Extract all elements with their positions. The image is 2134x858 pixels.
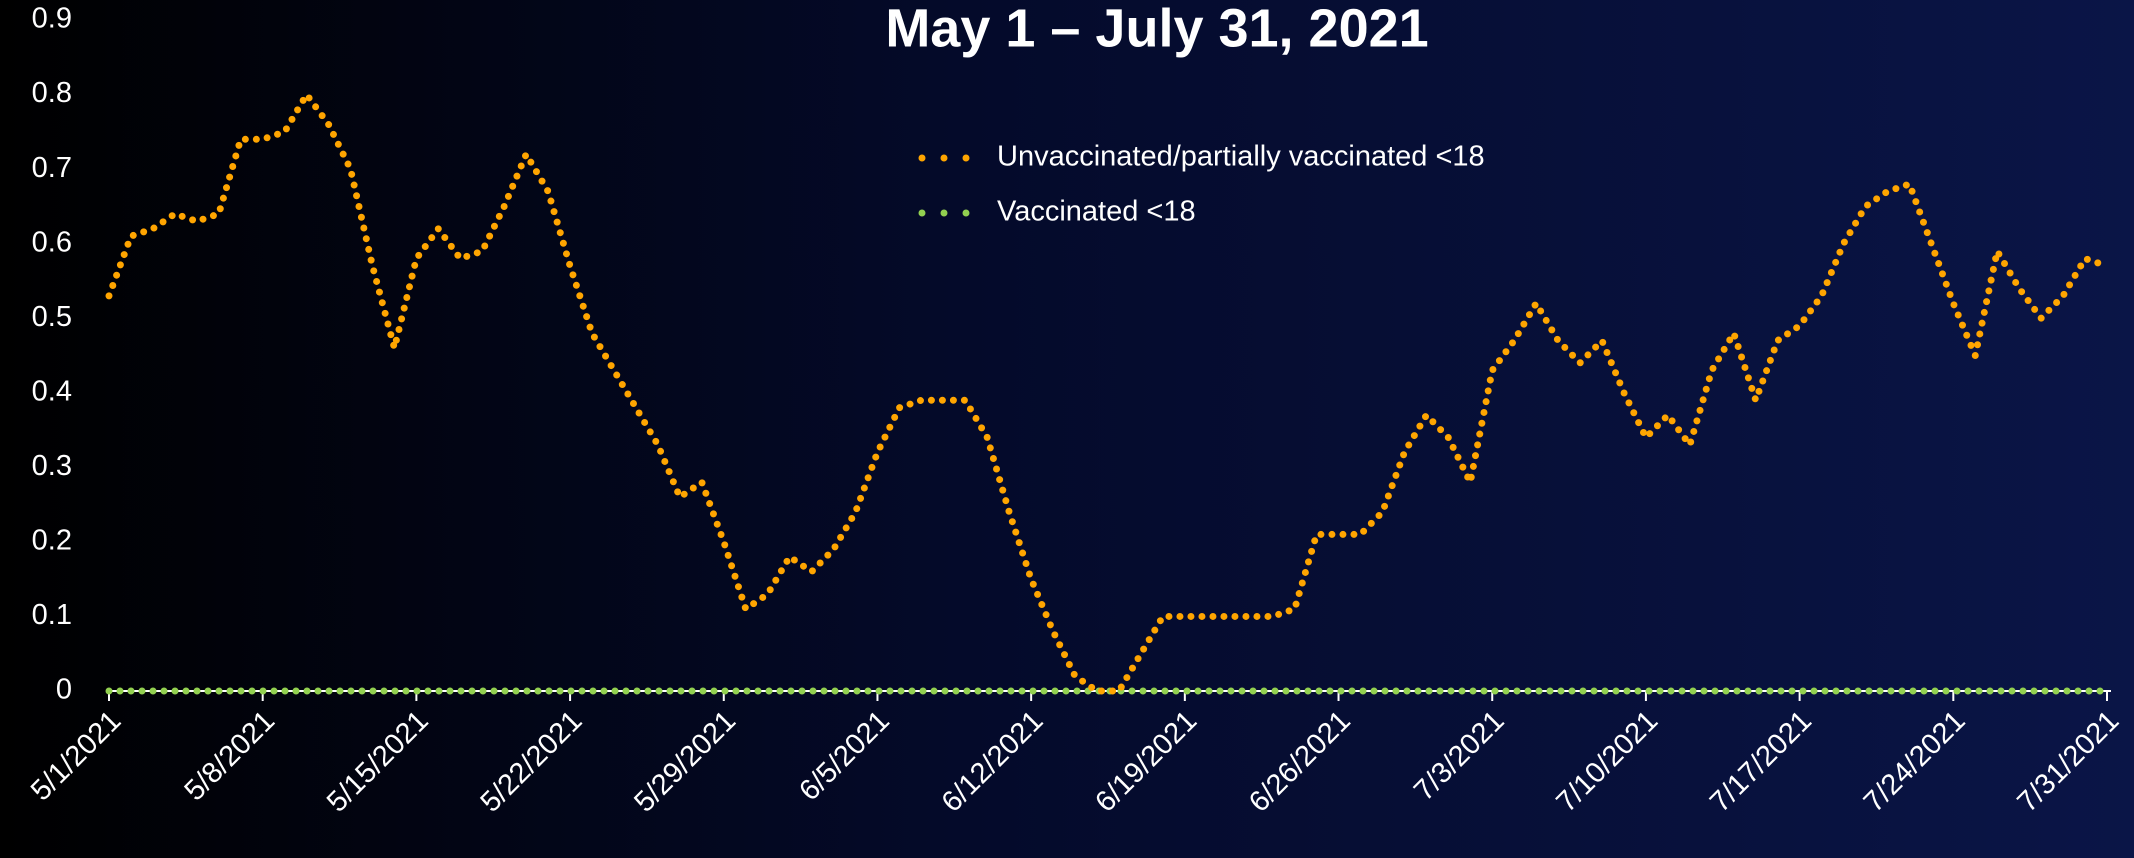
y-tick-label: 0.5 xyxy=(32,301,72,333)
y-tick-label: 0.3 xyxy=(32,450,72,482)
y-tick-label: 0.1 xyxy=(32,599,72,631)
x-tick-label: 6/5/2021 xyxy=(793,705,895,807)
x-tick-label: 7/10/2021 xyxy=(1550,705,1664,819)
y-tick-label: 0.9 xyxy=(32,3,72,35)
x-tick-label: 6/26/2021 xyxy=(1243,705,1357,819)
x-tick-label: 7/24/2021 xyxy=(1858,705,1972,819)
x-tick-label: 5/22/2021 xyxy=(475,705,589,819)
y-tick-label: 0 xyxy=(56,674,72,706)
x-tick-label: 7/17/2021 xyxy=(1704,705,1818,819)
legend-label: Unvaccinated/partially vaccinated <18 xyxy=(997,141,1485,173)
x-tick-label: 5/15/2021 xyxy=(321,705,435,819)
legend-label: Vaccinated <18 xyxy=(997,196,1196,228)
y-tick-label: 0.7 xyxy=(32,152,72,184)
y-tick-label: 0.6 xyxy=(32,226,72,258)
x-tick-label: 6/12/2021 xyxy=(936,705,1050,819)
x-tick-label: 5/8/2021 xyxy=(179,705,281,807)
x-tick-label: 5/1/2021 xyxy=(25,705,127,807)
x-tick-label: 5/29/2021 xyxy=(628,705,742,819)
x-tick-label: 6/19/2021 xyxy=(1089,705,1203,819)
x-tick-label: 7/3/2021 xyxy=(1408,705,1510,807)
chart-title: May 1 – July 31, 2021 xyxy=(885,0,1428,58)
series-line xyxy=(105,88,2111,695)
y-tick-label: 0.8 xyxy=(32,77,72,109)
x-tick-label: 7/31/2021 xyxy=(2012,705,2126,819)
y-tick-label: 0.4 xyxy=(32,375,72,407)
y-tick-label: 0.2 xyxy=(32,525,72,557)
